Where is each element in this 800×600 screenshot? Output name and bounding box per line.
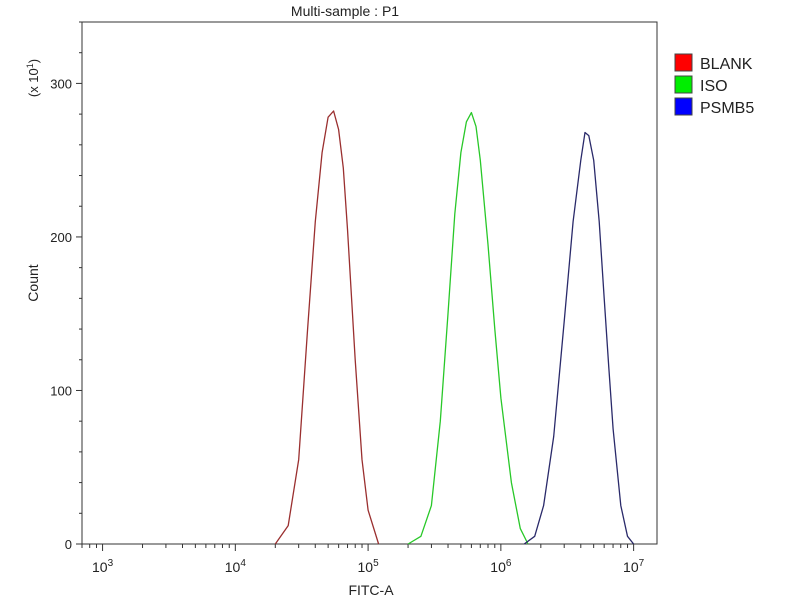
legend-swatch-blank: [674, 53, 693, 72]
x-axis-title: FITC-A: [348, 582, 394, 598]
y-multiplier-exponent: 1: [25, 63, 35, 68]
y-tick-label: 100: [50, 383, 72, 398]
legend: BLANK ISO PSMB5: [674, 53, 754, 117]
y-tick-label: 300: [50, 76, 72, 91]
series-line-psmb5: [523, 131, 635, 545]
legend-swatch-psmb5: [674, 97, 693, 116]
x-tick-label: 107: [623, 558, 645, 575]
legend-label-blank: BLANK: [700, 56, 753, 73]
x-axis: 103 104 105 106 107: [81, 544, 645, 575]
plot-area: [81, 21, 658, 545]
legend-label-psmb5: PSMB5: [700, 100, 754, 117]
legend-swatch-iso: [674, 75, 693, 94]
chart-title: Multi-sample : P1: [291, 3, 399, 19]
y-axis-title: Count: [25, 264, 41, 301]
series-layer: [274, 110, 635, 545]
x-tick-label: 104: [225, 558, 247, 575]
x-tick-label: 105: [358, 558, 380, 575]
legend-label-iso: ISO: [700, 78, 728, 95]
series-line-iso: [407, 111, 529, 545]
x-tick-label: 103: [92, 558, 114, 575]
y-tick-label: 0: [65, 537, 72, 552]
y-tick-label: 200: [50, 230, 72, 245]
y-multiplier-label: (x 101): [25, 59, 41, 97]
x-tick-label: 106: [490, 558, 512, 575]
series-line-blank: [274, 110, 380, 545]
y-axis: 0 100 200 300: [50, 21, 82, 552]
